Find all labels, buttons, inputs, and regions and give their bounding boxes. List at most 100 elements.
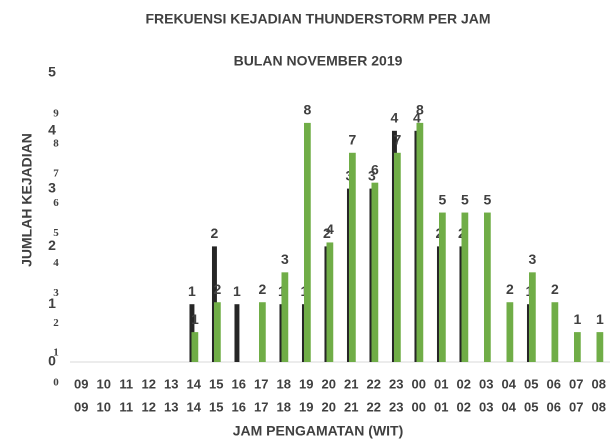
data-label: 7	[393, 131, 401, 147]
y-tick-label: 5	[53, 227, 59, 239]
data-label: 5	[438, 191, 446, 207]
y2-tick-label: 3	[48, 179, 56, 195]
x-tick-label: 20	[322, 399, 336, 414]
x-tick-label: 04	[502, 376, 517, 391]
x-tick-label: 15	[209, 376, 223, 391]
bar	[529, 272, 536, 362]
x-tick-label: 14	[187, 399, 202, 414]
data-label: 3	[368, 167, 376, 183]
y2-tick-label: 4	[48, 122, 56, 138]
x-tick-label: 20	[322, 376, 336, 391]
bar	[349, 152, 356, 362]
x-tick-label: 12	[142, 399, 156, 414]
x-tick-label: 23	[389, 376, 403, 391]
y-tick-label: 4	[53, 257, 59, 269]
bar	[191, 332, 199, 362]
x-tick-label: 18	[277, 399, 291, 414]
y2-tick-label: 2	[48, 237, 56, 253]
data-label: 8	[303, 102, 311, 118]
x-tick-label: 17	[254, 376, 268, 391]
x-tick-label: 10	[97, 399, 111, 414]
x-tick-label: 22	[367, 399, 381, 414]
data-label: 3	[528, 251, 536, 267]
y-tick-label: 1	[53, 347, 59, 359]
bar	[416, 122, 424, 362]
bar	[371, 182, 379, 362]
x-tick-label: 23	[389, 399, 403, 414]
data-label: 2	[213, 281, 221, 297]
x-tick-label: 05	[524, 376, 538, 391]
bar	[394, 152, 401, 362]
bar	[551, 302, 559, 362]
x-tick-label: 00	[412, 399, 426, 414]
chart-subtitle: BULAN NOVEMBER 2019	[234, 53, 403, 69]
x-tick-label: 11	[119, 376, 133, 391]
bar	[326, 242, 334, 362]
x-tick-label: 10	[97, 376, 111, 391]
bar	[596, 332, 604, 362]
data-label: 1	[188, 283, 196, 299]
y-tick-label: 3	[53, 287, 59, 299]
bar	[214, 302, 221, 362]
data-label: 6	[371, 161, 379, 177]
y2-tick-label: 1	[48, 295, 56, 311]
x-tick-label: 09	[74, 399, 88, 414]
data-label: 1	[233, 283, 241, 299]
bar	[574, 332, 581, 362]
y2-tick-label: 5	[48, 64, 56, 80]
chart-title: FREKUENSI KEJADIAN THUNDERSTORM PER JAM	[145, 11, 490, 27]
x-tick-label: 21	[344, 376, 358, 391]
y2-tick-label: 0	[48, 353, 56, 369]
x-tick-label: 04	[502, 399, 517, 414]
x-tick-label: 16	[232, 399, 246, 414]
x-tick-label: 05	[524, 399, 538, 414]
data-label: 1	[191, 311, 199, 327]
bar	[281, 272, 289, 362]
bar	[439, 212, 446, 362]
y-tick-label: 8	[53, 137, 59, 149]
x-tick-label: 14	[187, 376, 202, 391]
bar	[304, 122, 311, 362]
data-label: 2	[551, 281, 559, 297]
x-tick-label: 21	[344, 399, 358, 414]
x-tick-label: 08	[592, 376, 606, 391]
bar	[461, 212, 469, 362]
y-tick-label: 2	[53, 317, 59, 329]
x-tick-label: 09	[74, 376, 88, 391]
bar	[259, 302, 266, 362]
x-tick-label: 17	[254, 399, 268, 414]
data-label: 2	[323, 225, 331, 241]
data-label: 2	[506, 281, 514, 297]
x-tick-label: 16	[232, 376, 246, 391]
data-label: 5	[461, 191, 469, 207]
x-tick-label: 19	[299, 376, 313, 391]
data-label: 5	[483, 191, 491, 207]
data-label: 4	[413, 110, 421, 126]
x-tick-label: 07	[569, 399, 583, 414]
x-tick-label: 19	[299, 399, 313, 414]
y-tick-label: 9	[53, 108, 59, 120]
x-tick-label: 08	[592, 399, 606, 414]
data-label: 4	[391, 110, 399, 126]
x-tick-label: 02	[457, 376, 471, 391]
x-tick-label: 01	[434, 399, 448, 414]
data-label: 2	[211, 225, 219, 241]
data-label: 4	[326, 221, 334, 237]
y-tick-label: 0	[53, 377, 59, 389]
data-label: 1	[573, 311, 581, 327]
x-tick-label: 03	[479, 376, 493, 391]
data-label: 2	[258, 281, 266, 297]
y-tick-label: 6	[53, 197, 59, 209]
data-label: 3	[281, 251, 289, 267]
x-tick-label: 11	[119, 399, 133, 414]
data-label: 1	[596, 311, 604, 327]
bar	[506, 302, 514, 362]
data-label: 8	[416, 102, 424, 118]
x-axis-label: JAM PENGAMATAN (WIT)	[233, 423, 404, 439]
x-tick-label: 03	[479, 399, 493, 414]
x-tick-label: 22	[367, 376, 381, 391]
x-tick-label: 01	[434, 376, 448, 391]
x-tick-label: 13	[164, 376, 178, 391]
x-tick-label: 02	[457, 399, 471, 414]
